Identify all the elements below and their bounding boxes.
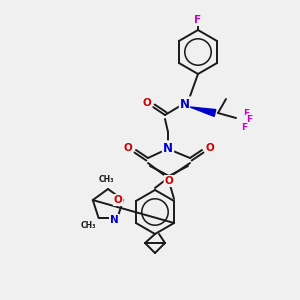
Text: O: O — [124, 143, 132, 153]
Text: F: F — [194, 15, 202, 25]
Text: N: N — [180, 98, 190, 110]
Text: F: F — [241, 122, 247, 131]
Text: O: O — [206, 143, 214, 153]
Text: N: N — [110, 215, 119, 225]
Text: CH₃: CH₃ — [98, 175, 114, 184]
Text: F: F — [243, 110, 249, 118]
Text: CH₃: CH₃ — [81, 221, 96, 230]
Text: O: O — [165, 176, 173, 186]
Text: O: O — [114, 195, 123, 205]
Text: O: O — [142, 98, 152, 108]
Text: F: F — [246, 116, 252, 124]
Text: N: N — [163, 142, 173, 154]
Polygon shape — [190, 107, 216, 116]
